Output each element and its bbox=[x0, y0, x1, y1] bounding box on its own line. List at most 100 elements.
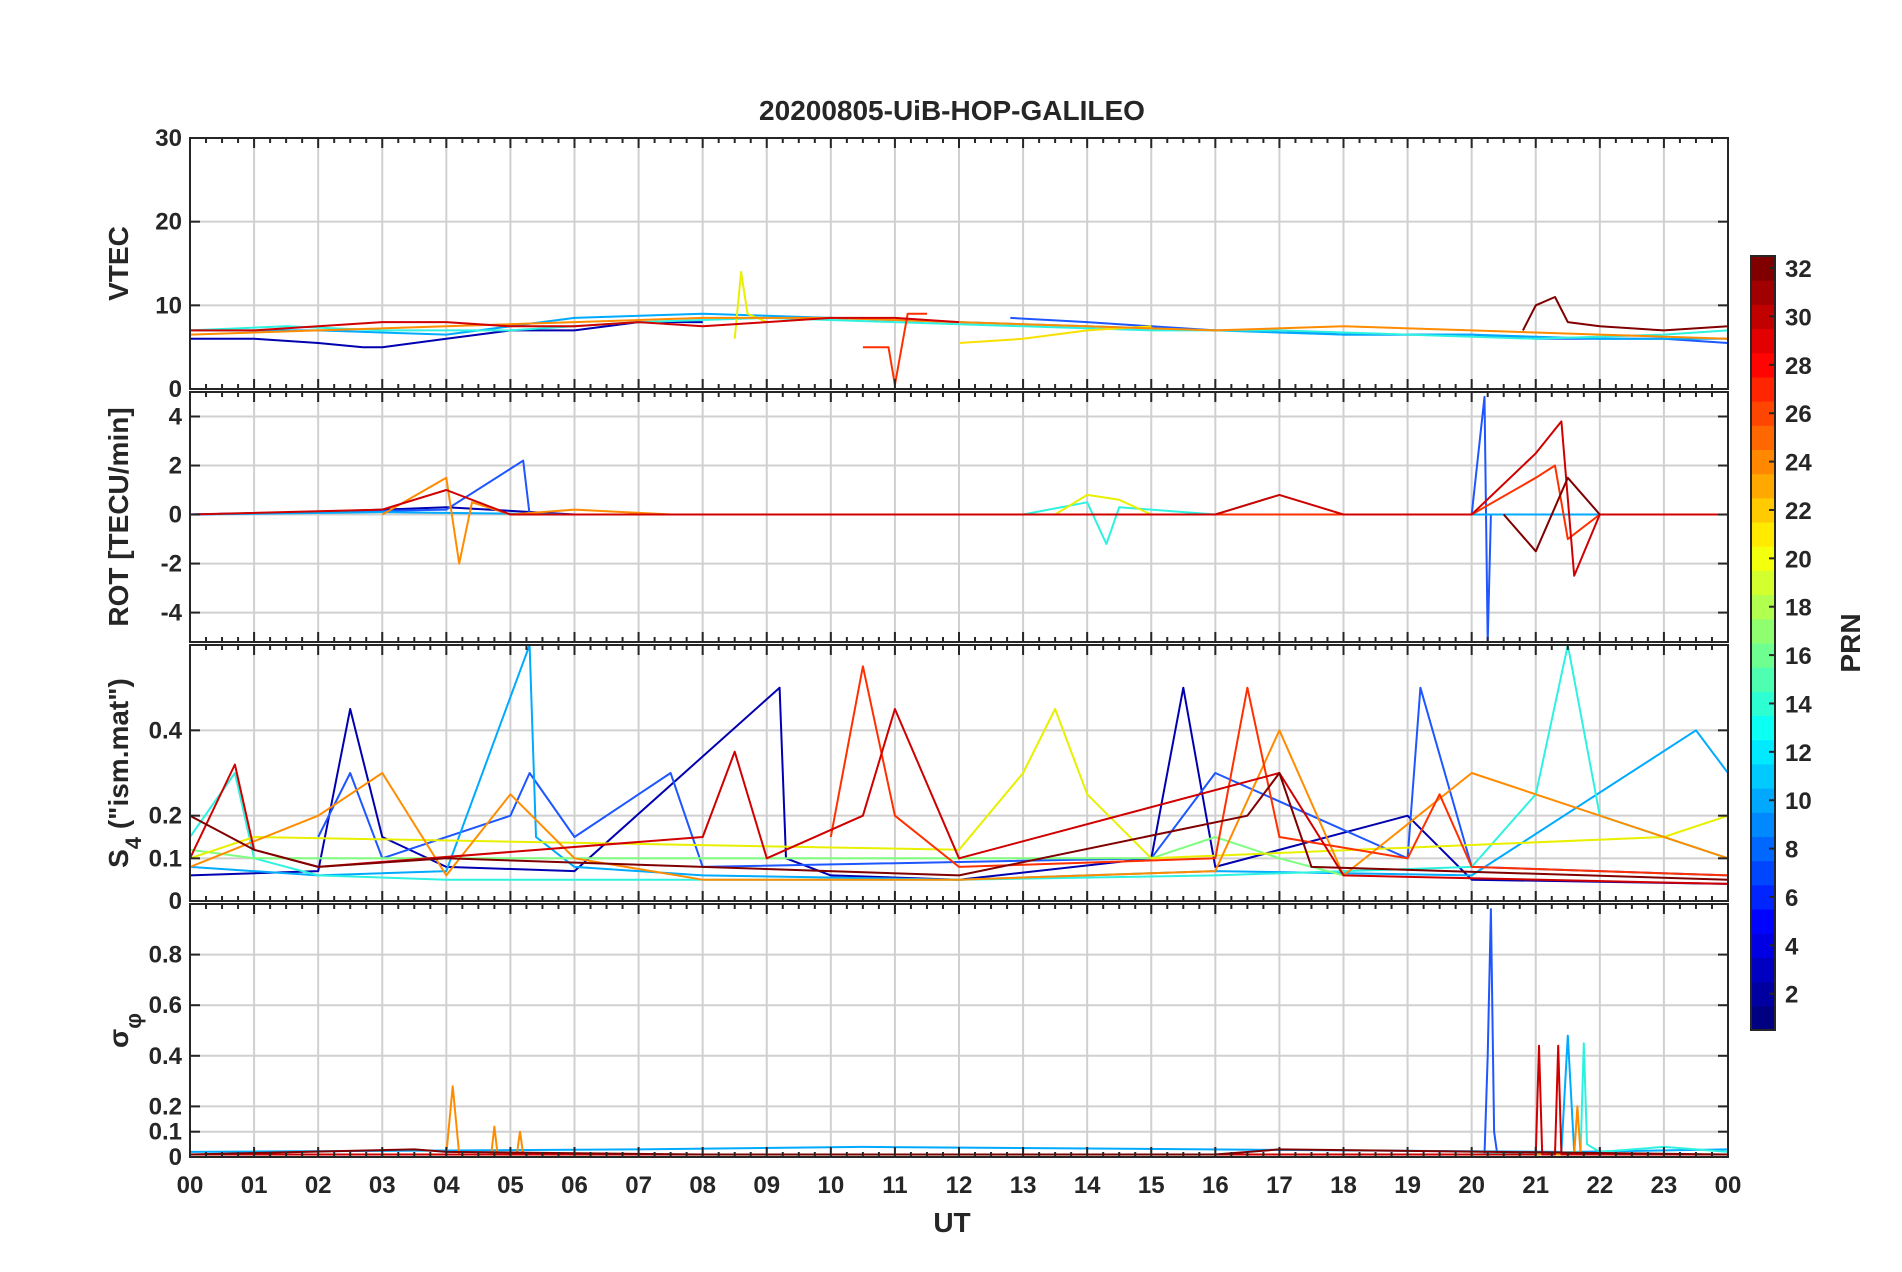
y-axis-label: VTEC bbox=[103, 226, 134, 301]
colorbar-tick-label: 2 bbox=[1785, 982, 1798, 1009]
y-tick-label: 0 bbox=[169, 1144, 182, 1171]
x-tick-label: 12 bbox=[946, 1172, 973, 1199]
series-line-6 bbox=[190, 708, 1728, 860]
y-tick-label: 0.4 bbox=[149, 1043, 183, 1070]
colorbar-tick-label: 32 bbox=[1785, 256, 1812, 283]
colorbar-frame bbox=[1750, 255, 1776, 1031]
y-tick-label: -4 bbox=[161, 600, 183, 627]
y-tick-label: 20 bbox=[155, 209, 182, 236]
x-tick-label: 23 bbox=[1651, 1172, 1678, 1199]
colorbar-tick-label: 26 bbox=[1785, 401, 1812, 428]
series-line-5 bbox=[1054, 493, 1152, 516]
colorbar-tick-label: 18 bbox=[1785, 595, 1812, 622]
y-tick-label: 30 bbox=[155, 125, 182, 152]
series-line-4 bbox=[190, 645, 1728, 881]
colorbar-segment bbox=[1751, 473, 1775, 499]
colorbar-tick-label: 8 bbox=[1785, 837, 1798, 864]
y-tick-label: 2 bbox=[169, 453, 182, 480]
series-line-5 bbox=[190, 1044, 1728, 1156]
y-tick-label: 0.1 bbox=[149, 1119, 182, 1146]
colorbar-segment bbox=[1751, 280, 1775, 305]
colorbar-tick-label: 12 bbox=[1785, 740, 1812, 767]
x-tick-label: 19 bbox=[1394, 1172, 1421, 1199]
y-tick-label: 0.4 bbox=[149, 717, 183, 744]
colorbar-tick-label: 28 bbox=[1785, 353, 1812, 380]
colorbar-segment bbox=[1751, 1005, 1775, 1031]
x-tick-label: 17 bbox=[1266, 1172, 1293, 1199]
x-tick-label: 20 bbox=[1458, 1172, 1485, 1199]
x-tick-label: 15 bbox=[1138, 1172, 1165, 1199]
x-tick-label: 10 bbox=[817, 1172, 844, 1199]
series-line-10 bbox=[1522, 296, 1728, 332]
colorbar-segment bbox=[1751, 570, 1775, 596]
colorbar-tick-label: 10 bbox=[1785, 788, 1812, 815]
series-line-2 bbox=[317, 686, 1728, 877]
y-tick-label: 0.8 bbox=[149, 942, 182, 969]
colorbar-tick-label: 22 bbox=[1785, 498, 1812, 525]
panel-1: 0 10 20 30 VTEC bbox=[103, 125, 1729, 403]
y-axis-label: σφ bbox=[103, 1013, 146, 1048]
colorbar-segment bbox=[1751, 957, 1775, 983]
y-tick-label: 0.6 bbox=[149, 992, 182, 1019]
x-tick-label: 21 bbox=[1522, 1172, 1549, 1199]
y-axis-label: S4 ("ism.mat") bbox=[103, 678, 146, 868]
colorbar-segment bbox=[1751, 812, 1775, 837]
panel-4: 00.10.2 0.4 0.6 0.8 σφ 00 01 02 03 04 05 06 07 08 09 10… bbox=[103, 903, 1742, 1199]
colorbar-tick-label: 20 bbox=[1785, 546, 1812, 573]
series-line-3 bbox=[190, 645, 1728, 881]
series-group bbox=[190, 270, 1728, 386]
colorbar-segment bbox=[1751, 763, 1775, 789]
colorbar-segment bbox=[1751, 909, 1775, 934]
y-tick-label: 0.2 bbox=[149, 803, 182, 830]
colorbar-segment bbox=[1751, 425, 1775, 450]
x-tick-label: 02 bbox=[305, 1172, 332, 1199]
series-group bbox=[190, 645, 1728, 885]
y-tick-label: 0.2 bbox=[149, 1093, 182, 1120]
y-tick-label: 0.1 bbox=[149, 845, 182, 872]
x-tick-label: 04 bbox=[433, 1172, 460, 1199]
colorbar-tick-label: 16 bbox=[1785, 643, 1812, 670]
colorbar-segment bbox=[1751, 618, 1775, 644]
x-tick-label: 22 bbox=[1586, 1172, 1613, 1199]
series-line-8 bbox=[829, 665, 1728, 877]
colorbar-segment bbox=[1751, 522, 1775, 547]
panel-3: 0 0.1 0.2 0.4S4 ("ism.mat") bbox=[103, 644, 1729, 915]
series-line-9 bbox=[190, 316, 960, 332]
x-tick-label: 14 bbox=[1074, 1172, 1101, 1199]
x-tick-label: 08 bbox=[689, 1172, 716, 1199]
series-line-6 bbox=[958, 325, 1152, 344]
x-axis-label: UT bbox=[933, 1207, 970, 1238]
series-line-1 bbox=[190, 321, 703, 349]
y-tick-label: 0 bbox=[169, 888, 182, 915]
x-tick-label: 11 bbox=[882, 1172, 907, 1199]
series-line-6 bbox=[381, 476, 671, 565]
x-tick-label: 06 bbox=[561, 1172, 588, 1199]
x-tick-label: 09 bbox=[753, 1172, 780, 1199]
colorbar-segment bbox=[1751, 667, 1775, 692]
series-line-8 bbox=[190, 420, 1728, 577]
series-line-10 bbox=[190, 772, 1728, 881]
colorbar-segment bbox=[1751, 376, 1775, 402]
panel-2: -4 -2 0 2 4 ROT [TECU/min] bbox=[103, 391, 1729, 643]
y-axis-label: ROT [TECU/min] bbox=[103, 407, 134, 626]
chart-title: 20200805-UiB-HOP-GALILEO bbox=[759, 95, 1145, 126]
x-tick-label: 18 bbox=[1330, 1172, 1357, 1199]
x-tick-label: 03 bbox=[369, 1172, 396, 1199]
colorbar-tick-label: 24 bbox=[1785, 450, 1812, 477]
y-tick-label: -2 bbox=[161, 551, 182, 578]
colorbar-label: PRN bbox=[1835, 613, 1866, 672]
y-tick-label: 0 bbox=[169, 376, 182, 403]
colorbar-segment bbox=[1751, 328, 1775, 354]
x-tick-label: 07 bbox=[625, 1172, 652, 1199]
series-group bbox=[190, 908, 1728, 1156]
colorbar-tick-label: 30 bbox=[1785, 304, 1812, 331]
colorbar-segment bbox=[1751, 860, 1775, 886]
series-group bbox=[190, 395, 1728, 642]
x-tick-label: 00 bbox=[1715, 1172, 1742, 1199]
colorbar-tick-label: 4 bbox=[1785, 933, 1799, 960]
colorbar-tick-label: 6 bbox=[1785, 885, 1798, 912]
colorbar-segment bbox=[1751, 715, 1775, 741]
